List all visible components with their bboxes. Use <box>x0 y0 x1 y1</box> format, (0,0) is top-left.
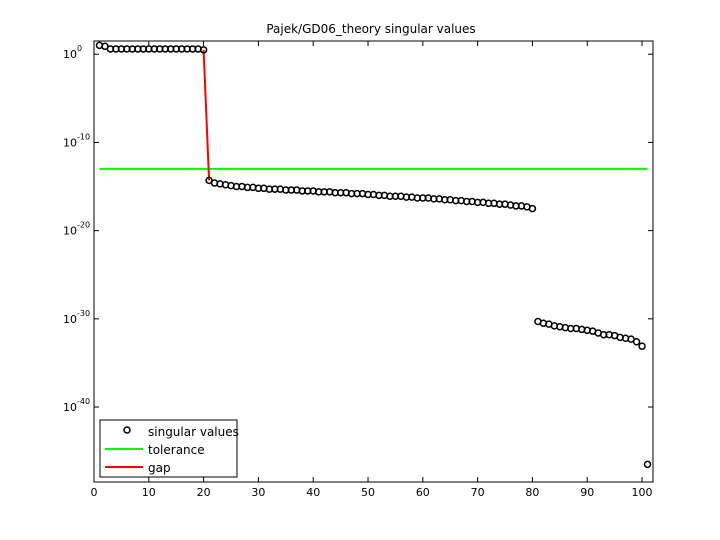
y-tick-label: 10-20 <box>63 221 90 238</box>
x-tick-label: 50 <box>361 486 375 499</box>
plot-marks <box>95 41 652 469</box>
y-tick-label: 10-40 <box>63 397 90 414</box>
legend-label-tolerance: tolerance <box>148 443 205 457</box>
x-tick-label: 60 <box>416 486 430 499</box>
x-tick-label: 20 <box>197 486 211 499</box>
x-tick-label: 100 <box>632 486 653 499</box>
x-tick-label: 90 <box>580 486 594 499</box>
y-axis-ticks: 100 10-10 10-20 10-30 10-40 <box>63 44 653 414</box>
legend-marker-singular-values <box>123 426 131 434</box>
x-tick-label: 80 <box>525 486 539 499</box>
data-point <box>643 460 652 469</box>
data-point <box>528 204 537 213</box>
x-axis-ticks: 0 10 20 30 40 50 60 70 80 90 100 <box>91 41 653 499</box>
y-tick-label: 10-30 <box>63 309 90 326</box>
y-tick-label: 100 <box>63 44 82 61</box>
data-point <box>199 46 208 54</box>
legend-label-singular-values: singular values <box>148 425 239 439</box>
legend: singular values tolerance gap <box>99 419 239 478</box>
x-tick-label: 10 <box>142 486 156 499</box>
x-tick-label: 30 <box>251 486 265 499</box>
x-tick-label: 40 <box>306 486 320 499</box>
x-tick-label: 0 <box>91 486 98 499</box>
axes-box <box>93 40 654 483</box>
x-tick-label: 70 <box>471 486 485 499</box>
legend-label-gap: gap <box>148 461 171 475</box>
y-tick-label: 10-10 <box>63 132 90 149</box>
series-line-gap <box>202 49 211 181</box>
chart-title: Pajek/GD06_theory singular values <box>266 22 475 36</box>
data-point <box>638 342 646 350</box>
data-point <box>632 338 641 346</box>
